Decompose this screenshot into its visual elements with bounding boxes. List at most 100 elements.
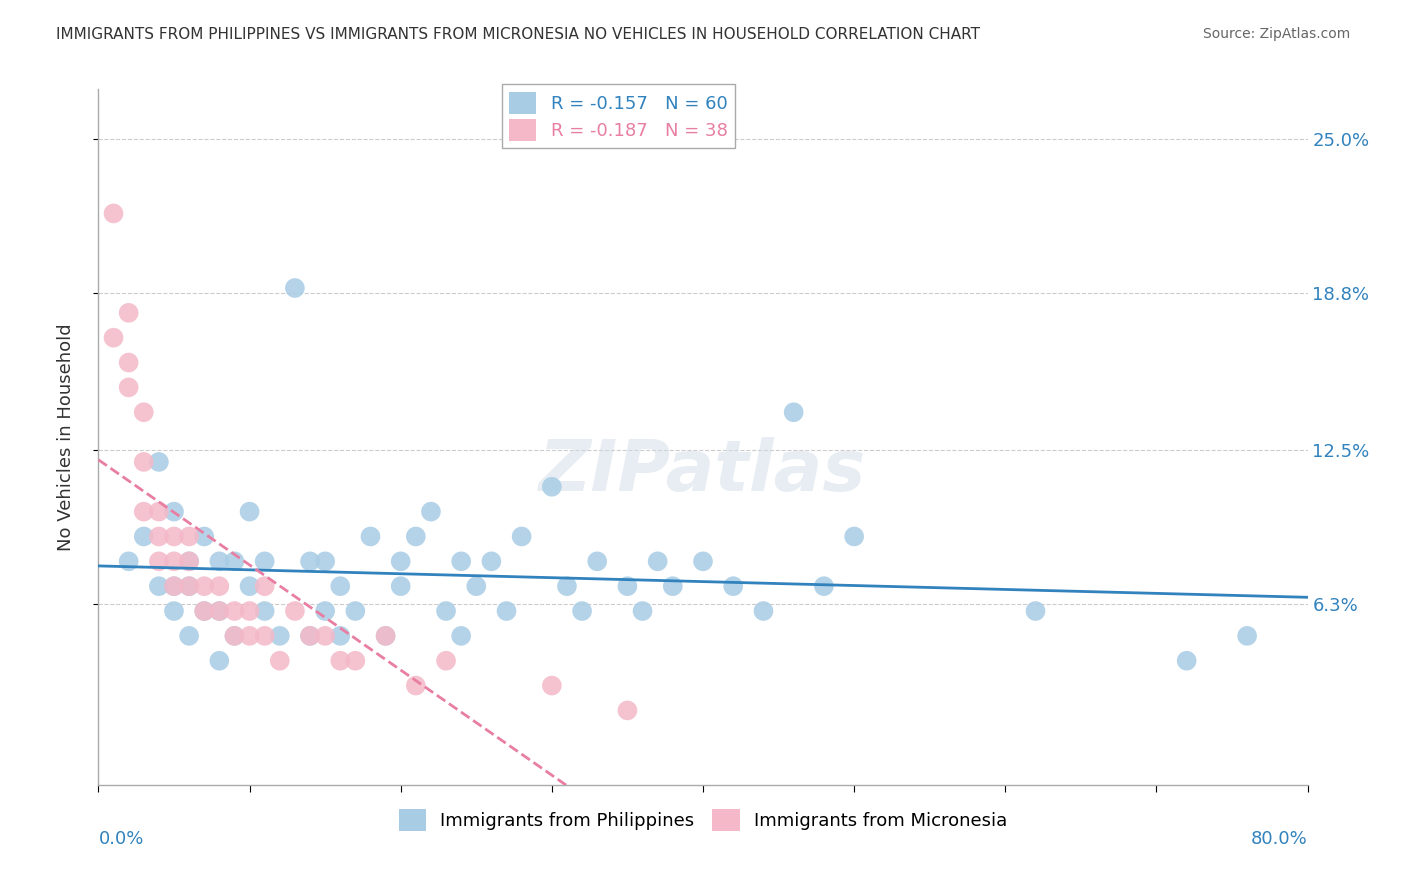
Point xyxy=(179,579,201,593)
Point xyxy=(193,604,215,618)
Point xyxy=(179,579,201,593)
Point xyxy=(723,579,745,593)
Point xyxy=(374,629,396,643)
Point xyxy=(813,579,835,593)
Point xyxy=(783,405,806,419)
Point xyxy=(314,629,336,643)
Point xyxy=(148,579,170,593)
Point xyxy=(148,529,170,543)
Legend: Immigrants from Philippines, Immigrants from Micronesia: Immigrants from Philippines, Immigrants … xyxy=(391,802,1015,838)
Point xyxy=(299,554,322,568)
Text: 80.0%: 80.0% xyxy=(1251,830,1308,848)
Point xyxy=(389,579,412,593)
Point xyxy=(555,579,578,593)
Point xyxy=(450,629,472,643)
Point xyxy=(132,405,155,419)
Point xyxy=(434,654,457,668)
Point xyxy=(208,554,231,568)
Point xyxy=(253,554,276,568)
Point xyxy=(1236,629,1258,643)
Point xyxy=(224,604,246,618)
Point xyxy=(163,505,186,519)
Point xyxy=(571,604,593,618)
Point xyxy=(163,579,186,593)
Point xyxy=(269,654,291,668)
Point xyxy=(314,554,336,568)
Point xyxy=(329,654,352,668)
Point xyxy=(510,529,533,543)
Text: ZIPatlas: ZIPatlas xyxy=(540,437,866,507)
Point xyxy=(118,306,141,320)
Point xyxy=(148,505,170,519)
Point xyxy=(103,331,125,345)
Point xyxy=(118,380,141,394)
Point xyxy=(844,529,866,543)
Point xyxy=(224,629,246,643)
Point xyxy=(208,604,231,618)
Point xyxy=(179,529,201,543)
Point xyxy=(299,629,322,643)
Point xyxy=(132,455,155,469)
Point xyxy=(616,703,638,717)
Point xyxy=(284,604,307,618)
Point xyxy=(118,554,141,568)
Point xyxy=(208,604,231,618)
Point xyxy=(434,604,457,618)
Point xyxy=(374,629,396,643)
Point xyxy=(692,554,714,568)
Point xyxy=(239,505,262,519)
Point xyxy=(179,554,201,568)
Point xyxy=(481,554,503,568)
Point xyxy=(193,529,215,543)
Point xyxy=(284,281,307,295)
Point xyxy=(193,579,215,593)
Text: IMMIGRANTS FROM PHILIPPINES VS IMMIGRANTS FROM MICRONESIA NO VEHICLES IN HOUSEHO: IMMIGRANTS FROM PHILIPPINES VS IMMIGRANT… xyxy=(56,27,980,42)
Point xyxy=(616,579,638,593)
Text: 0.0%: 0.0% xyxy=(98,830,143,848)
Point xyxy=(360,529,382,543)
Point xyxy=(420,505,443,519)
Point xyxy=(148,554,170,568)
Point xyxy=(118,355,141,369)
Point xyxy=(179,629,201,643)
Point xyxy=(163,579,186,593)
Point xyxy=(299,629,322,643)
Point xyxy=(253,629,276,643)
Point xyxy=(314,604,336,618)
Point xyxy=(163,554,186,568)
Point xyxy=(239,629,262,643)
Point xyxy=(224,554,246,568)
Point xyxy=(239,604,262,618)
Point xyxy=(224,629,246,643)
Point xyxy=(193,604,215,618)
Point xyxy=(132,529,155,543)
Point xyxy=(405,529,427,543)
Point xyxy=(647,554,669,568)
Y-axis label: No Vehicles in Household: No Vehicles in Household xyxy=(56,323,75,551)
Point xyxy=(163,529,186,543)
Point xyxy=(586,554,609,568)
Point xyxy=(163,604,186,618)
Point xyxy=(540,480,562,494)
Point xyxy=(344,604,367,618)
Text: Source: ZipAtlas.com: Source: ZipAtlas.com xyxy=(1202,27,1350,41)
Point xyxy=(495,604,517,618)
Point xyxy=(344,654,367,668)
Point xyxy=(253,604,276,618)
Point xyxy=(239,579,262,593)
Point xyxy=(661,579,683,593)
Point xyxy=(1024,604,1046,618)
Point xyxy=(631,604,654,618)
Point xyxy=(465,579,488,593)
Point xyxy=(752,604,775,618)
Point xyxy=(329,629,352,643)
Point xyxy=(405,679,427,693)
Point xyxy=(179,554,201,568)
Point xyxy=(253,579,276,593)
Point xyxy=(329,579,352,593)
Point xyxy=(148,455,170,469)
Point xyxy=(389,554,412,568)
Point xyxy=(208,579,231,593)
Point xyxy=(103,206,125,220)
Point xyxy=(208,654,231,668)
